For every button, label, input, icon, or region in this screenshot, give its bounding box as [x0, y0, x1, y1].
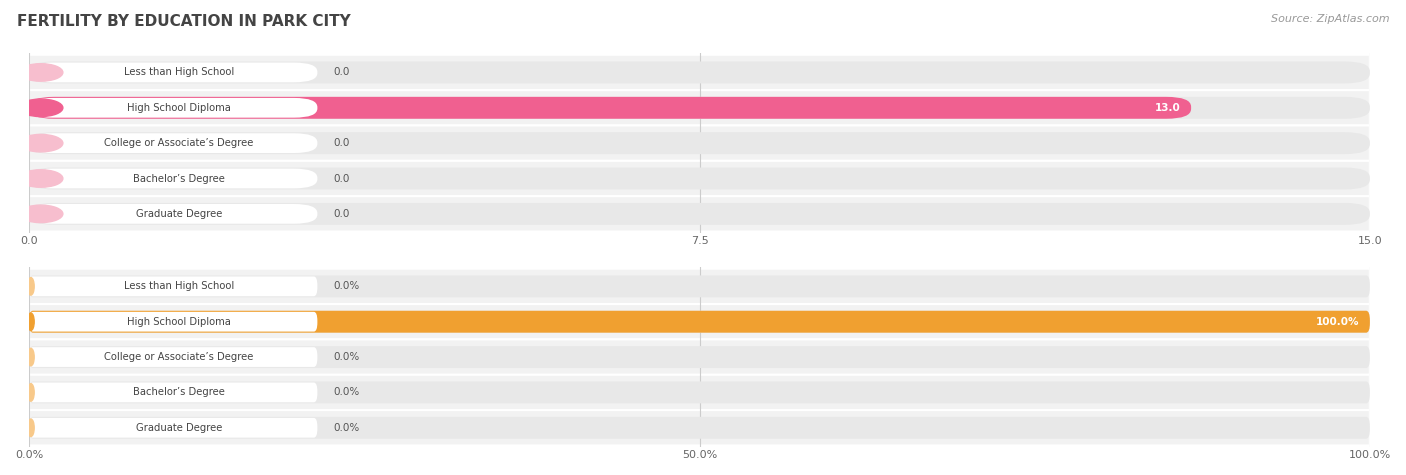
Circle shape — [28, 277, 34, 295]
Circle shape — [18, 134, 63, 152]
FancyBboxPatch shape — [30, 375, 1369, 410]
Text: Less than High School: Less than High School — [124, 67, 235, 77]
FancyBboxPatch shape — [30, 132, 1369, 154]
Text: Less than High School: Less than High School — [124, 281, 235, 291]
Text: 100.0%: 100.0% — [1316, 317, 1360, 327]
FancyBboxPatch shape — [30, 204, 318, 224]
FancyBboxPatch shape — [30, 61, 1369, 84]
Circle shape — [18, 205, 63, 223]
FancyBboxPatch shape — [30, 63, 318, 82]
Text: College or Associate’s Degree: College or Associate’s Degree — [104, 138, 253, 148]
FancyBboxPatch shape — [30, 311, 1369, 332]
Text: College or Associate’s Degree: College or Associate’s Degree — [104, 352, 253, 362]
Text: 0.0%: 0.0% — [333, 423, 360, 433]
Circle shape — [28, 348, 34, 366]
Text: High School Diploma: High School Diploma — [127, 317, 231, 327]
Circle shape — [28, 419, 34, 437]
Circle shape — [18, 170, 63, 187]
Circle shape — [28, 384, 34, 401]
FancyBboxPatch shape — [30, 417, 1369, 439]
Text: FERTILITY BY EDUCATION IN PARK CITY: FERTILITY BY EDUCATION IN PARK CITY — [17, 14, 350, 29]
Text: Source: ZipAtlas.com: Source: ZipAtlas.com — [1271, 14, 1389, 24]
FancyBboxPatch shape — [30, 382, 318, 402]
Text: Graduate Degree: Graduate Degree — [136, 209, 222, 219]
FancyBboxPatch shape — [30, 312, 318, 332]
FancyBboxPatch shape — [30, 340, 1369, 375]
Text: 0.0: 0.0 — [333, 209, 350, 219]
FancyBboxPatch shape — [30, 269, 1369, 304]
FancyBboxPatch shape — [30, 347, 318, 367]
FancyBboxPatch shape — [30, 90, 1369, 125]
FancyBboxPatch shape — [30, 125, 1369, 161]
Text: Graduate Degree: Graduate Degree — [136, 423, 222, 433]
Circle shape — [18, 99, 63, 116]
Text: 0.0: 0.0 — [333, 67, 350, 77]
Text: 0.0%: 0.0% — [333, 281, 360, 291]
FancyBboxPatch shape — [30, 203, 1369, 225]
FancyBboxPatch shape — [30, 196, 1369, 231]
FancyBboxPatch shape — [30, 169, 318, 189]
FancyBboxPatch shape — [30, 168, 1369, 190]
FancyBboxPatch shape — [30, 276, 318, 296]
Text: 0.0: 0.0 — [333, 138, 350, 148]
FancyBboxPatch shape — [30, 133, 318, 153]
FancyBboxPatch shape — [30, 97, 1191, 119]
FancyBboxPatch shape — [30, 311, 1369, 332]
Circle shape — [18, 64, 63, 81]
FancyBboxPatch shape — [30, 410, 1369, 446]
Text: Bachelor’s Degree: Bachelor’s Degree — [134, 173, 225, 183]
FancyBboxPatch shape — [30, 276, 1369, 297]
FancyBboxPatch shape — [30, 346, 1369, 368]
FancyBboxPatch shape — [30, 161, 1369, 196]
Text: 0.0: 0.0 — [333, 173, 350, 183]
Text: 0.0%: 0.0% — [333, 352, 360, 362]
FancyBboxPatch shape — [30, 98, 318, 118]
Circle shape — [28, 313, 34, 331]
FancyBboxPatch shape — [30, 418, 318, 437]
Text: 13.0: 13.0 — [1154, 103, 1181, 113]
Text: High School Diploma: High School Diploma — [127, 103, 231, 113]
FancyBboxPatch shape — [30, 55, 1369, 90]
Text: 0.0%: 0.0% — [333, 388, 360, 398]
Text: Bachelor’s Degree: Bachelor’s Degree — [134, 388, 225, 398]
FancyBboxPatch shape — [30, 97, 1369, 119]
FancyBboxPatch shape — [30, 381, 1369, 403]
FancyBboxPatch shape — [30, 304, 1369, 340]
